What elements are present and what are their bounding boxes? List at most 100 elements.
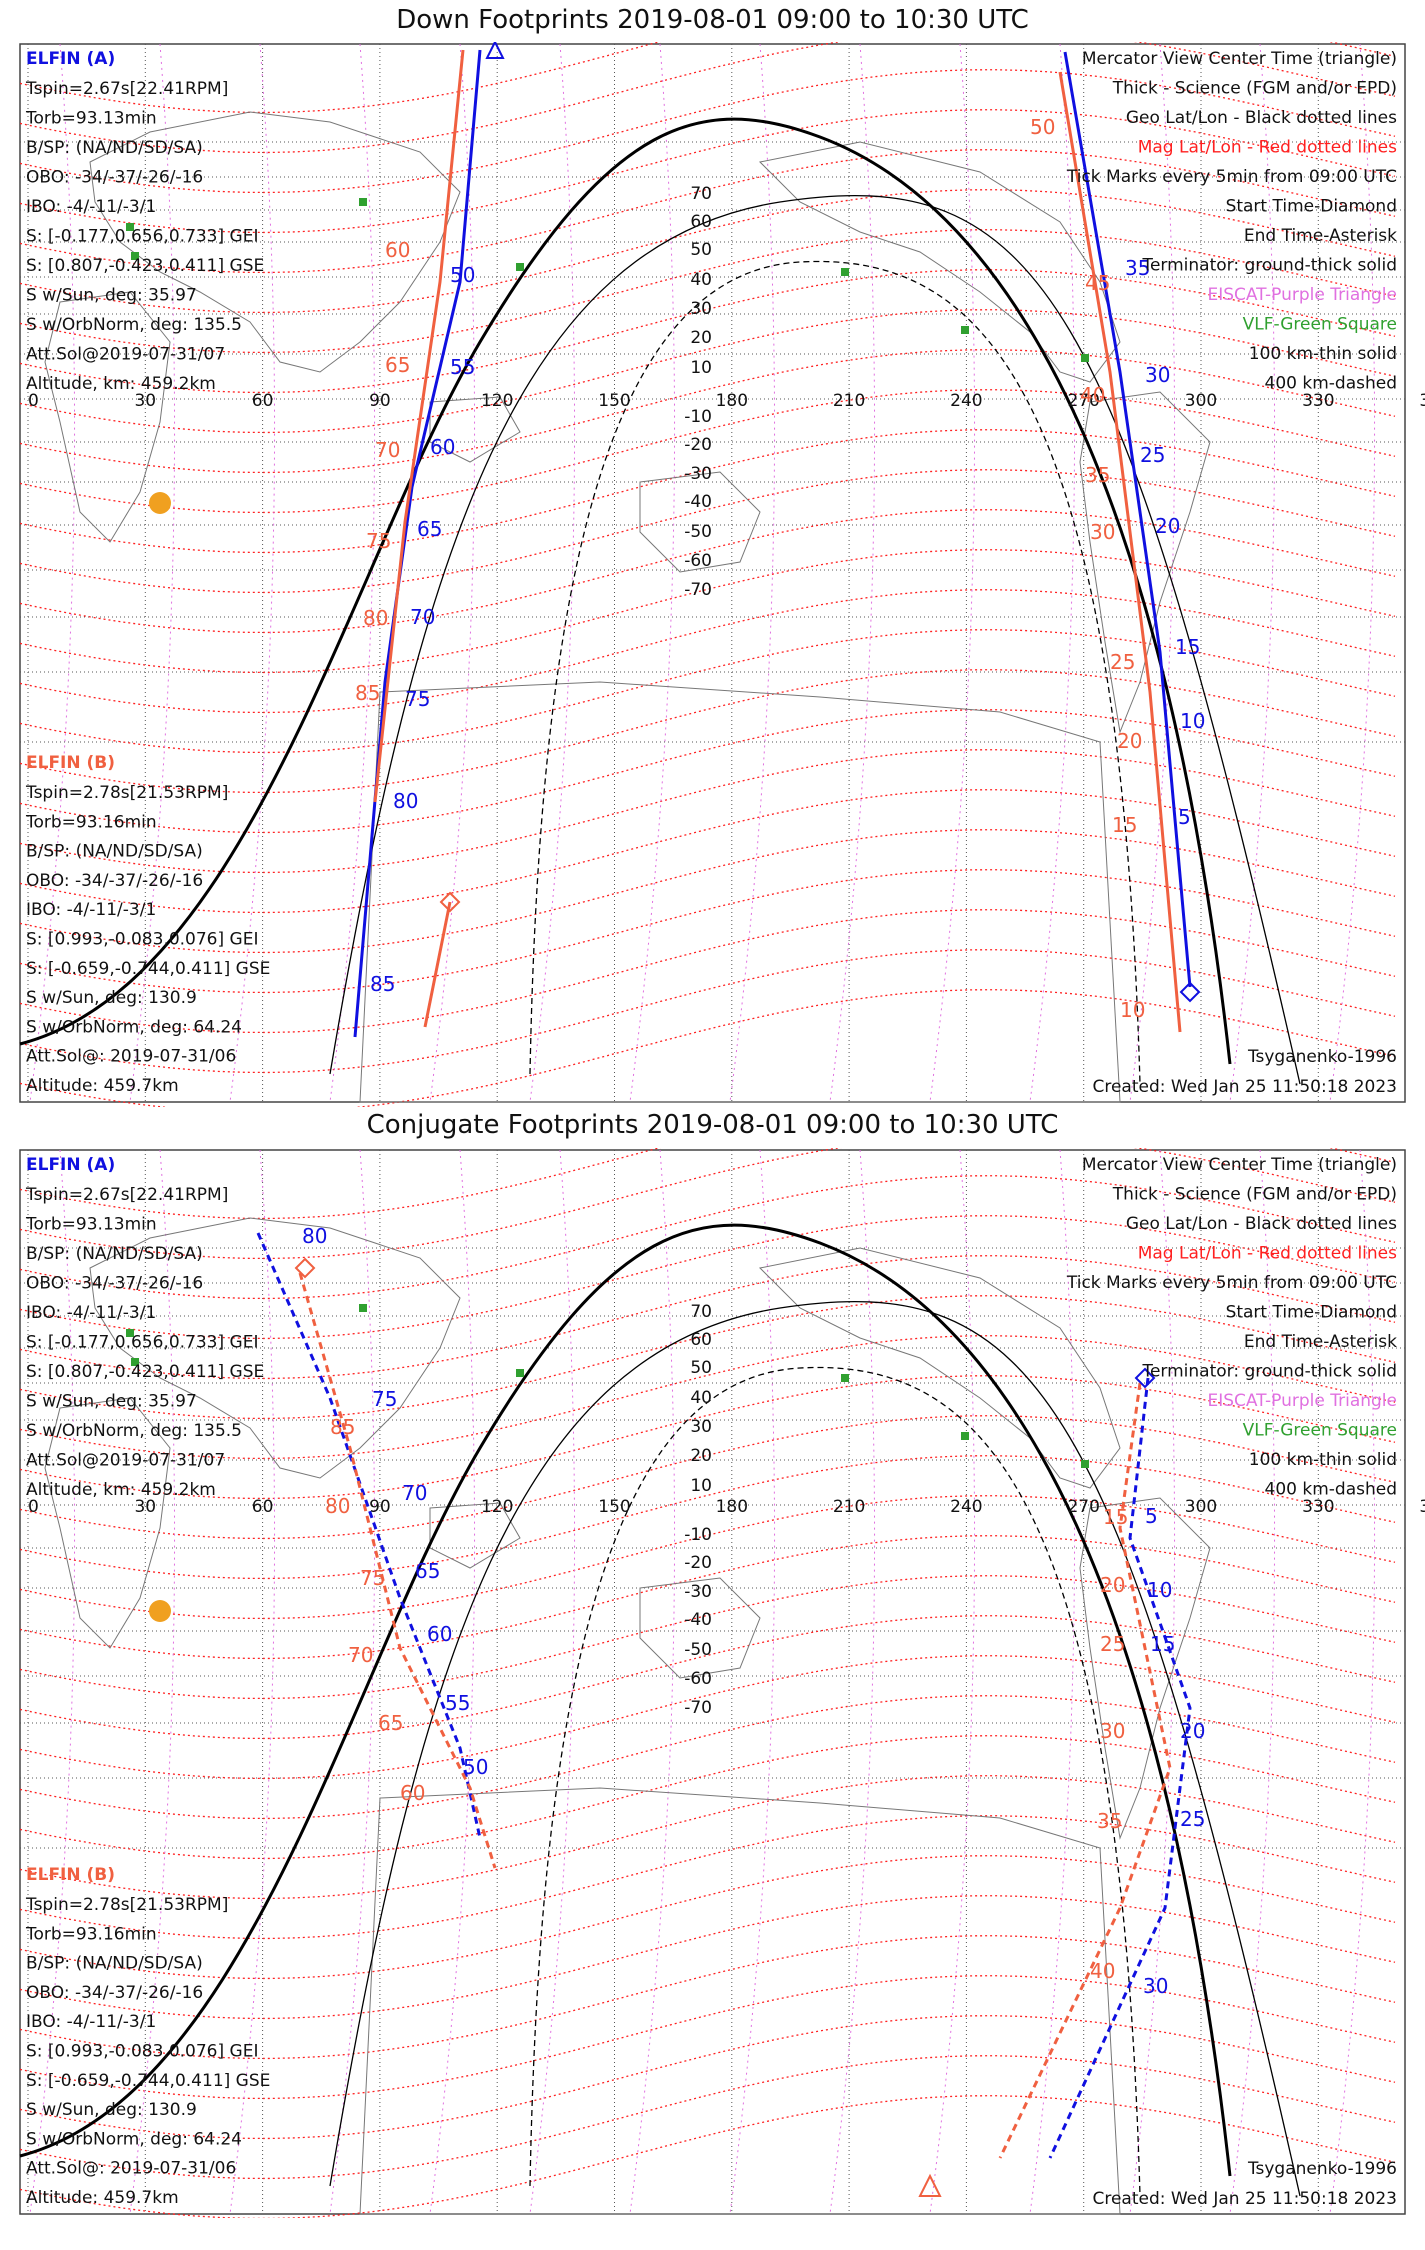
center-time-triangle [485,42,505,59]
elfin-b-info-line: S: [-0.659,-0.744,0.411] GSE [26,2071,270,2091]
mag-meridian-line [729,43,776,1103]
lat-tick-label: 20 [690,1446,712,1466]
elfin-b-info-line: Altitude: 459.7km [26,1076,179,1096]
elfin-b-tick-label: 50 [1030,115,1055,139]
elfin-a-tick-label: 80 [393,789,418,813]
elfin-a-tick-label: 25 [1140,443,1165,467]
elfin-b-info-line: B/SP: (NA/ND/SD/SA) [26,1954,203,1974]
mag-meridian-line [1329,1149,1376,2215]
elfin-a-name: ELFIN (A) [26,1155,115,1175]
mag-latitude-line [19,1975,1396,2100]
mag-meridian-line [29,43,76,1103]
vlf-green-square [516,263,524,271]
elfin-b-tick-label: 45 [1085,271,1110,295]
mag-meridian-line [629,43,676,1103]
lat-tick-label: 50 [690,1358,712,1378]
elfin-a-tick-label: 50 [463,1755,488,1779]
elfin-b-track-east [998,1382,1172,2159]
elfin-a-tick-label: 55 [450,355,475,379]
elfin-a-info-line: B/SP: (NA/ND/SD/SA) [26,138,203,158]
elfin-b-tick-label: 40 [1090,1959,1115,1983]
elfin-a-tick-label: 30 [1143,1974,1168,1998]
lat-tick-label: 10 [690,358,712,378]
mag-meridian-line [529,43,576,1103]
legend-entry: Mercator View Center Time (triangle) [1082,49,1397,69]
elfin-b-tick-label: 85 [355,681,380,705]
mag-meridian-line [229,43,276,1103]
elfin-b-tick-label: 25 [1100,1632,1125,1656]
vlf-green-square [841,1374,849,1382]
center-time-triangle [918,2173,942,2197]
lat-tick-label: -60 [684,551,712,571]
elfin-b-info-line: S w/Sun, deg: 130.9 [26,2100,197,2120]
lon-tick-label: 0 [28,1497,39,1517]
mag-meridian-line [129,1149,176,2215]
elfin-a-info-line: Tspin=2.67s[22.41RPM] [25,79,228,99]
legend-entry: Mag Lat/Lon - Red dotted lines [1138,138,1397,158]
lon-tick-label: 330 [1302,391,1334,411]
mag-latitude-line [19,989,1396,1107]
elfin-a-tick-label: 70 [410,605,435,629]
vlf-green-square [359,198,367,206]
mag-latitude-line [19,1615,1396,1740]
lat-tick-label: 60 [690,212,712,232]
mag-latitude-line [19,1335,1396,1460]
mag-meridian-line [29,1149,76,2215]
elfin-a-tick-label: 25 [1180,1807,1205,1831]
elfin-a-tick-label: 85 [370,972,395,996]
map-frame [19,1149,1406,2215]
continent-outline [639,1577,761,1679]
mag-latitude-line [19,1935,1396,2060]
elfin-a-tick-label: 75 [405,687,430,711]
lon-tick-label: 90 [369,1497,391,1517]
elfin-b-tick-label: 20 [1100,1573,1125,1597]
legend-entry: VLF-Green Square [1243,315,1397,335]
lon-tick-label: 210 [833,1497,865,1517]
elfin-b-tick-label: 70 [348,1643,373,1667]
elfin-a-info-line: Torb=93.13min [25,109,157,129]
mag-latitude-line [19,629,1396,754]
legend-entry: Tick Marks every 5min from 09:00 UTC [1066,1273,1397,1293]
mag-latitude-line [19,549,1396,674]
continent-outline [89,1217,461,1479]
continent-outline [639,471,761,573]
mag-latitude-line [19,589,1396,714]
legend-entry: Mercator View Center Time (triangle) [1082,1155,1397,1175]
lon-tick-label: 90 [369,391,391,411]
lon-tick-label: 150 [598,1497,630,1517]
lat-tick-label: -30 [684,1582,712,1602]
mag-latitude-line [19,229,1396,354]
continent-outline [1079,1497,1211,1840]
elfin-b-info-line: S w/OrbNorm, deg: 64.24 [26,2129,242,2149]
terminator-ground [19,1223,1232,2177]
elfin-a-info-line: S: [-0.177,0.656,0.733] GEI [26,227,258,247]
legend-entry: Start Time-Diamond [1226,197,1397,217]
elfin-b-track-west [298,1272,497,1869]
lon-tick-label: 240 [950,1497,982,1517]
elfin-b-info-line: Altitude: 459.7km [26,2188,179,2208]
mag-latitude-line [19,2055,1396,2180]
vlf-green-square [1081,354,1089,362]
elfin-a-info-line: Att.Sol@2019-07-31/07 [26,345,225,365]
mag-latitude-line [19,42,1396,154]
legend-entry: End Time-Asterisk [1244,226,1397,246]
elfin-a-tick-label: 10 [1180,709,1205,733]
elfin-a-tick-label: 30 [1145,363,1170,387]
legend-entry: 400 km-dashed [1265,1480,1397,1500]
legend-entry: VLF-Green Square [1243,1421,1397,1441]
elfin-a-info-line: OBO: -34/-37/-26/-16 [26,1274,203,1294]
elfin-a-track-west [256,1232,482,1839]
elfin-a-tick-label: 5 [1145,1504,1158,1528]
lon-tick-label: 270 [1067,1497,1099,1517]
elfin-b-tick-label: 15 [1103,1505,1128,1529]
elfin-a-info-line: IBO: -4/-11/-3/1 [26,1303,156,1323]
elfin-b-info-line: Att.Sol@: 2019-07-31/06 [26,2159,236,2179]
elfin-b-track-east [1058,71,1182,1033]
elfin-a-track-east [1063,51,1192,988]
mag-meridian-line [429,1149,476,2215]
start-time-diamond [1179,981,1201,1003]
mag-meridian-line [329,43,376,1103]
lon-tick-label: 330 [1302,1497,1334,1517]
elfin-b-tick-label: 75 [360,1566,385,1590]
sun-icon [149,1600,171,1622]
